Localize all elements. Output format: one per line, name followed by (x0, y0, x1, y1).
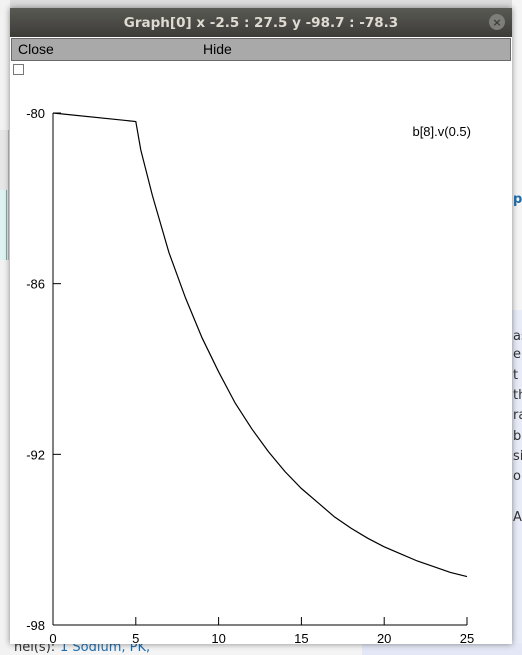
background-right-text: as (513, 329, 522, 344)
background-right-text: si (513, 449, 522, 464)
close-glyph: × (492, 15, 502, 29)
x-tick-label: 5 (132, 631, 139, 644)
background-right-text: bo (513, 429, 522, 444)
background-right-text: Ax (513, 510, 522, 525)
background-app-bottom-panel (362, 643, 522, 655)
x-tick-label: 20 (377, 631, 391, 644)
background-app-toolbar (0, 0, 522, 10)
x-tick-label: 25 (460, 631, 474, 644)
x-tick-label: 0 (49, 631, 56, 644)
background-right-text: t (513, 368, 519, 383)
background-app-right-panel (512, 310, 522, 655)
series-line (52, 112, 468, 578)
window-close-icon[interactable]: × (489, 14, 505, 30)
background-right-text: ra (513, 408, 522, 423)
background-right-top-text: p (513, 192, 522, 207)
y-tick-label: -92 (26, 447, 45, 462)
window-title: Graph[0] x -2.5 : 27.5 y -98.7 : -78.3 (123, 14, 399, 31)
graph-window: Graph[0] x -2.5 : 27.5 y -98.7 : -78.3 ×… (10, 8, 512, 644)
background-right-text: o (513, 469, 521, 484)
y-tick-label: -98 (26, 618, 45, 633)
hide-menu-button[interactable]: Hide (203, 41, 232, 57)
graph-plot-area[interactable]: 0 5 10 15 20 25 -80 -86 -92 -98 b[8].v(0.5) (10, 8, 512, 644)
background-app-left-panel-inner (0, 190, 7, 260)
close-menu-button[interactable]: Close (18, 41, 54, 57)
background-right-text: er (513, 347, 522, 362)
graph-menubar: Close Hide (11, 38, 511, 61)
background-app-left-edge (0, 0, 10, 655)
window-titlebar[interactable]: Graph[0] x -2.5 : 27.5 y -98.7 : -78.3 × (10, 8, 512, 37)
series-legend-label: b[8].v(0.5) (412, 124, 471, 139)
graph-checkbox[interactable] (13, 64, 24, 75)
y-tick-label: -86 (26, 277, 45, 292)
y-tick-label: -80 (26, 106, 45, 121)
x-tick-label: 15 (294, 631, 308, 644)
background-right-text: th (513, 388, 522, 403)
x-tick-label: 10 (211, 631, 225, 644)
